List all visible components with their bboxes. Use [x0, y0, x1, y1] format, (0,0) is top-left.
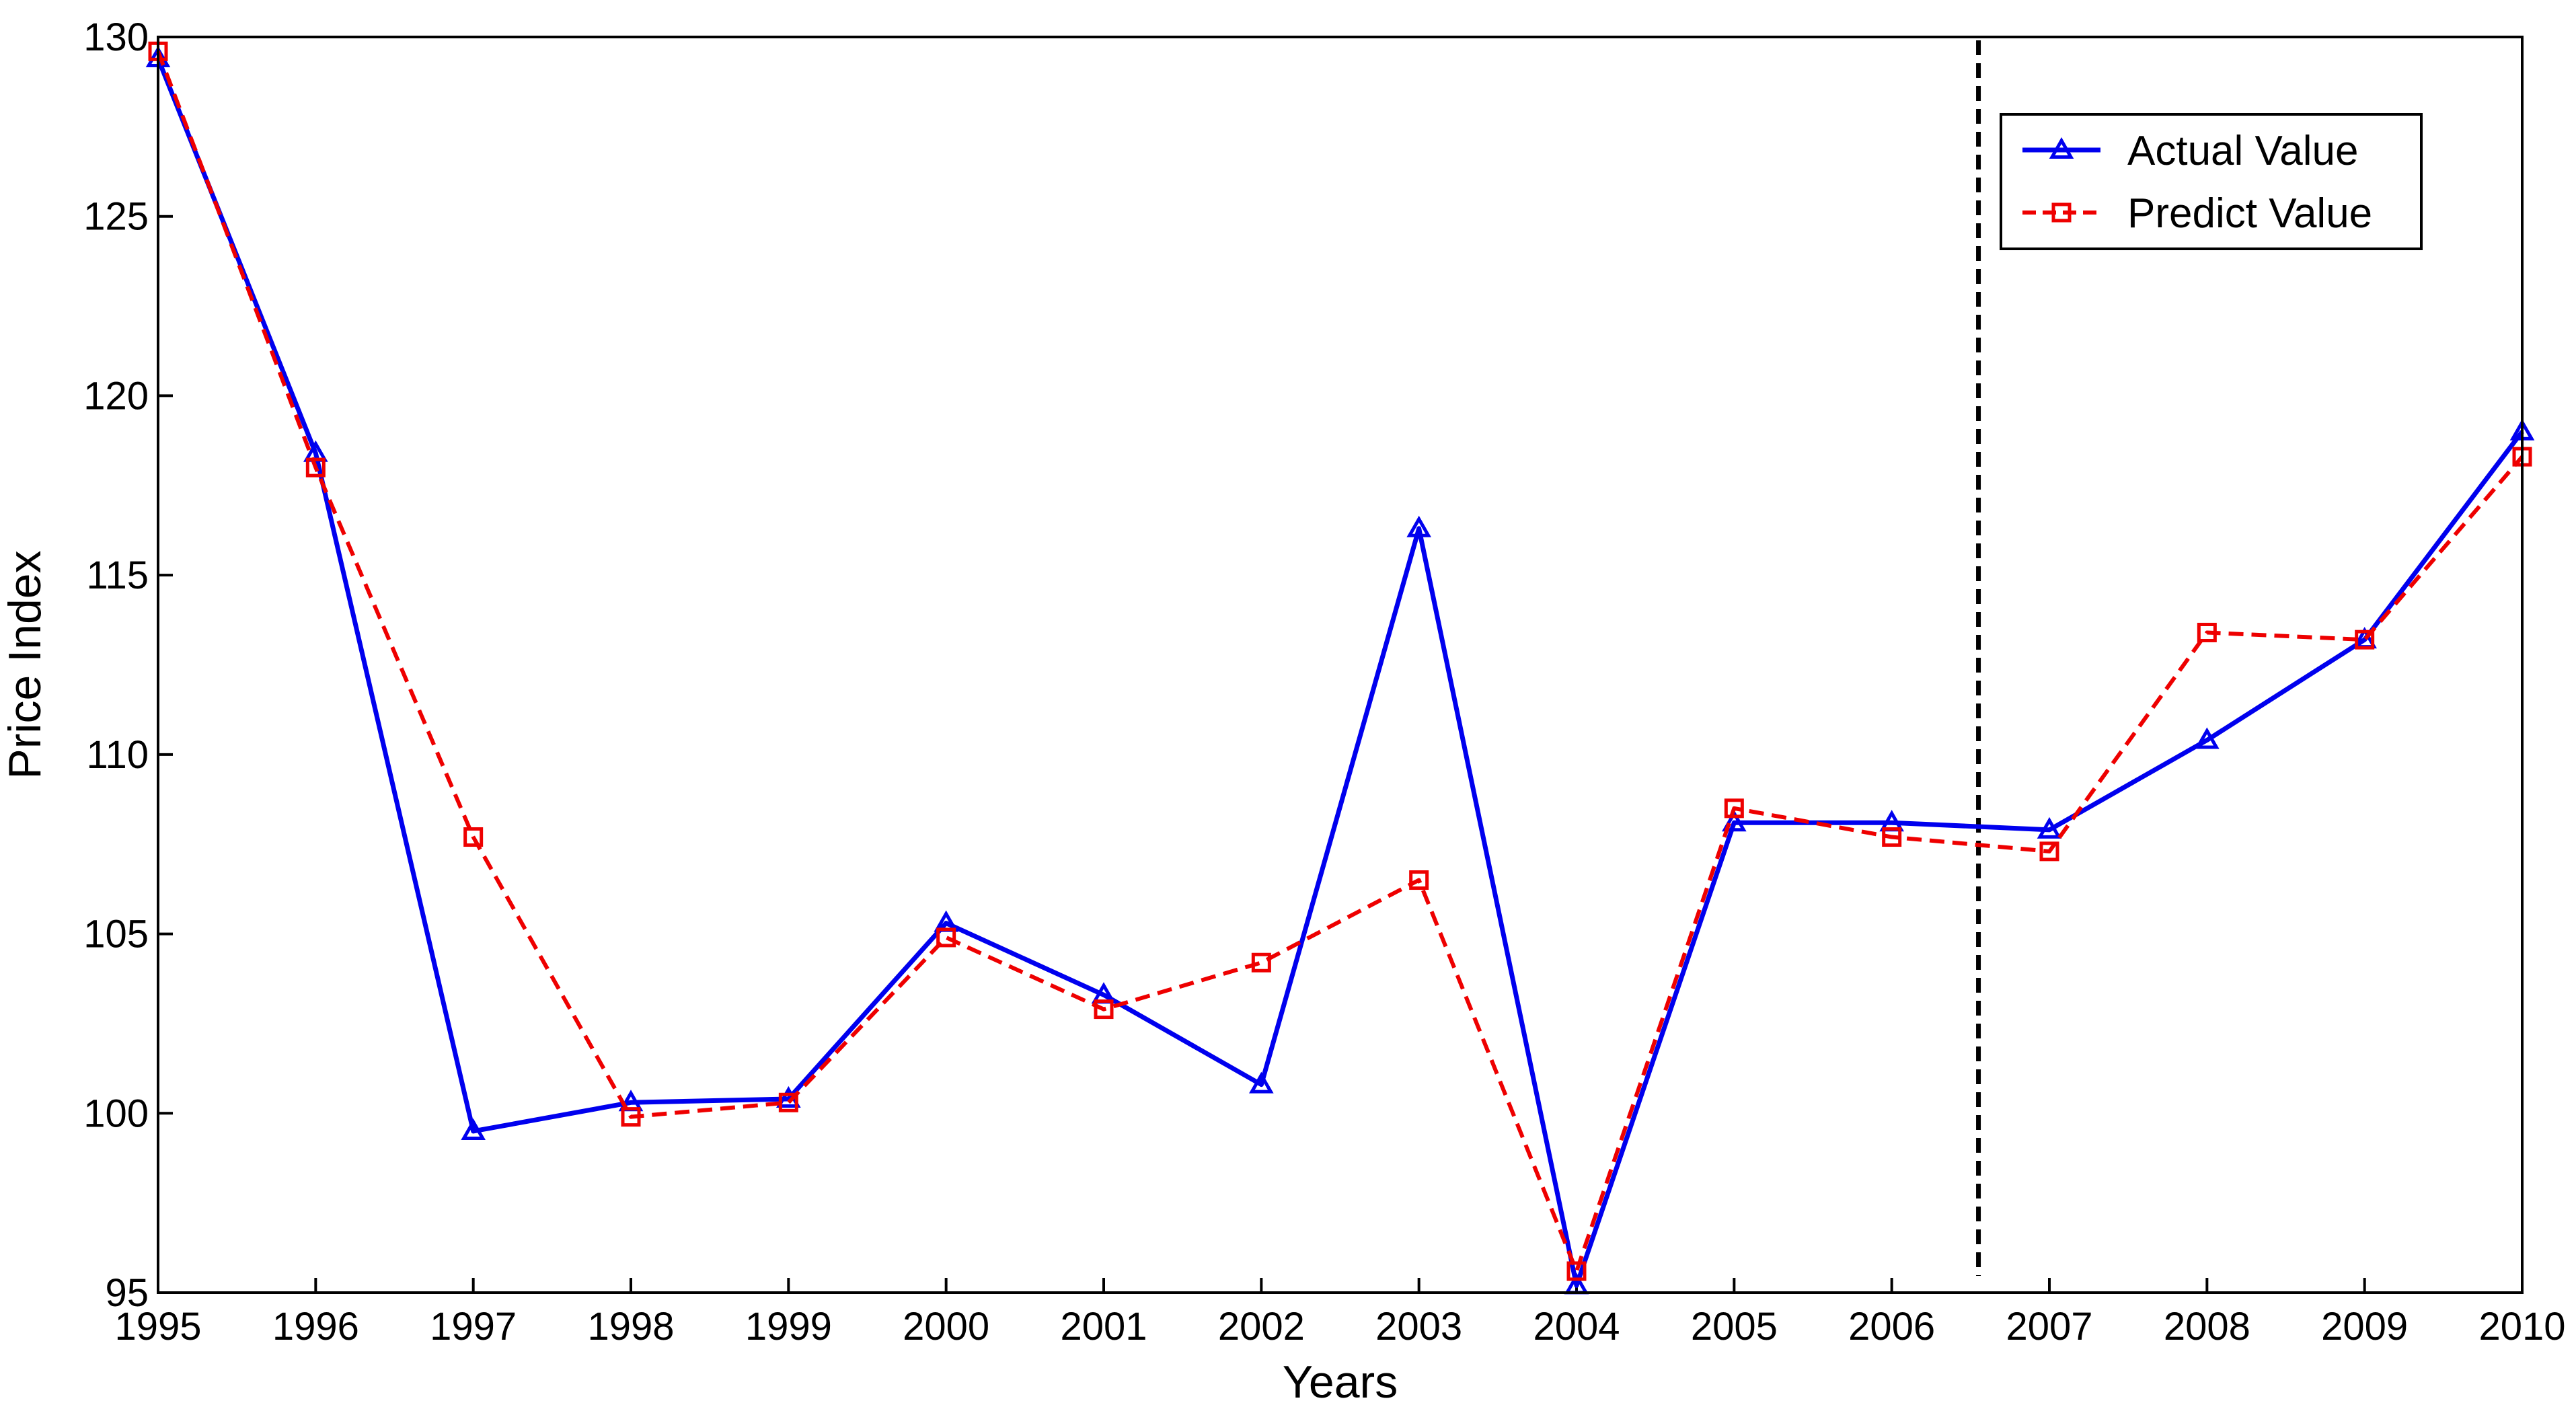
y-tick-label: 105: [83, 913, 149, 956]
legend: Actual Value Predict Value: [2000, 113, 2423, 250]
y-axis-ticks: 95 100 105 110 115 120 125 130: [83, 15, 173, 1315]
x-tick-label: 2004: [1533, 1305, 1620, 1348]
y-tick-label: 110: [87, 733, 149, 777]
y-tick-label: 120: [83, 374, 149, 418]
data-point-triangle: [1406, 515, 1431, 537]
data-point-square: [2355, 630, 2375, 650]
data-point-square: [305, 457, 326, 478]
series-line: [155, 57, 2524, 1288]
x-tick-label: 1995: [114, 1305, 201, 1348]
x-tick-label: 2006: [1848, 1305, 1935, 1348]
data-point-square: [1882, 827, 1902, 847]
data-point-square: [621, 1107, 641, 1127]
legend-marker-predict-square: [2051, 202, 2072, 223]
x-tick-label: 1997: [430, 1305, 517, 1348]
data-point-square: [1251, 952, 1271, 973]
x-tick-label: 1999: [745, 1305, 832, 1348]
legend-label-predict: Predict Value: [2127, 190, 2372, 237]
data-point-square: [1409, 870, 1429, 890]
x-tick-label: 2009: [2321, 1305, 2408, 1348]
legend-box: [2000, 113, 2423, 250]
y-tick-label: 100: [83, 1092, 149, 1135]
x-tick-label: 2010: [2478, 1305, 2565, 1348]
y-tick-label: 115: [87, 554, 149, 597]
legend-label-actual: Actual Value: [2127, 128, 2359, 174]
data-point-square: [463, 827, 484, 847]
data-point-triangle: [1249, 1071, 1274, 1094]
data-point-square: [936, 927, 956, 948]
data-point-square: [778, 1092, 798, 1112]
data-point-square: [2039, 841, 2059, 862]
data-point-triangle: [1722, 810, 1747, 832]
x-tick-label: 2000: [903, 1305, 989, 1348]
series-line: [156, 50, 2524, 1273]
data-point-square: [1094, 999, 1114, 1020]
y-tick-label: 130: [83, 15, 149, 59]
x-tick-label: 2008: [2164, 1305, 2250, 1348]
data-point-triangle: [2037, 816, 2062, 839]
legend-marker-actual-triangle: [2049, 137, 2074, 159]
data-point-triangle: [2195, 727, 2220, 749]
x-tick-label: 1996: [272, 1305, 359, 1348]
x-axis-label: Years: [1283, 1357, 1398, 1408]
y-tick-label: 125: [83, 195, 149, 239]
x-tick-label: 2007: [2006, 1305, 2092, 1348]
data-point-square: [1724, 798, 1744, 818]
data-point-square: [2197, 622, 2217, 642]
y-axis-label: Price Index: [0, 550, 50, 779]
data-point-triangle: [461, 1118, 486, 1140]
x-axis-ticks: 1995 1996 1997 1998 1999 2000 2001 2002 2003 2004…: [114, 1278, 2566, 1348]
x-tick-label: 2001: [1060, 1305, 1147, 1348]
x-tick-label: 2002: [1218, 1305, 1305, 1348]
plot-frame: [157, 36, 2524, 1294]
x-tick-label: 2003: [1375, 1305, 1462, 1348]
x-tick-label: 2005: [1691, 1305, 1778, 1348]
y-tick-label: 95: [105, 1271, 149, 1315]
data-point-square: [1566, 1261, 1587, 1281]
x-tick-label: 1998: [587, 1305, 674, 1348]
